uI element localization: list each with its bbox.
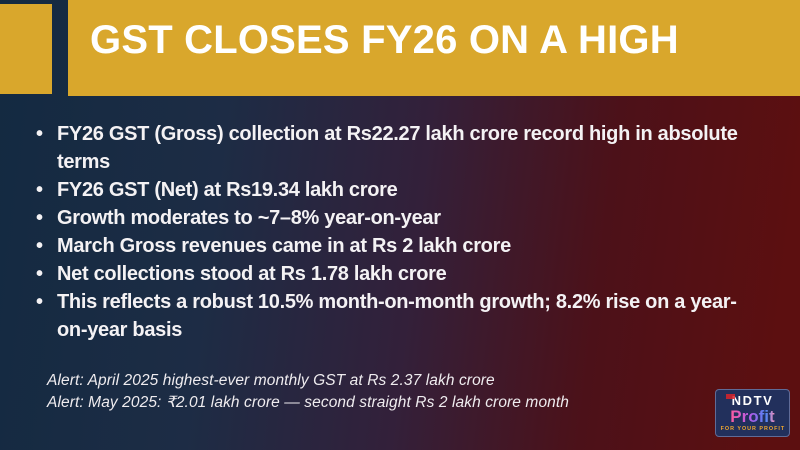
alert-line: Alert: May 2025: ₹2.01 lakh crore — seco… — [47, 394, 570, 411]
content-area: FY26 GST (Gross) collection at Rs22.27 l… — [0, 96, 800, 450]
bullet-item: FY26 GST (Gross) collection at Rs22.27 l… — [36, 120, 757, 176]
bullet-list: FY26 GST (Gross) collection at Rs22.27 l… — [0, 120, 757, 344]
bullet-item: FY26 GST (Net) at Rs19.34 lakh crore — [36, 176, 757, 204]
alerts-block: Alert: April 2025 highest-ever monthly G… — [0, 370, 800, 414]
title-bar: GST CLOSES FY26 ON A HIGH — [68, 0, 800, 96]
ndtv-red-accent-icon — [726, 394, 735, 399]
ndtv-profit-logo: NDTV Profit FOR YOUR PROFIT — [715, 389, 790, 437]
bullet-item: This reflects a robust 10.5% month-on-mo… — [36, 288, 757, 344]
bullet-item: Growth moderates to ~7–8% year-on-year — [36, 204, 757, 232]
page-title: GST CLOSES FY26 ON A HIGH — [90, 17, 679, 62]
alert-line: Alert: April 2025 highest-ever monthly G… — [47, 372, 495, 389]
ndtv-brand-text: NDTV — [731, 392, 774, 408]
bullet-item: March Gross revenues came in at Rs 2 lak… — [36, 232, 757, 260]
logo-tagline: FOR YOUR PROFIT — [720, 425, 785, 432]
header-accent-block — [0, 4, 52, 94]
bullet-item: Net collections stood at Rs 1.78 lakh cr… — [36, 260, 757, 288]
profit-brand-text: Profit — [730, 406, 775, 426]
